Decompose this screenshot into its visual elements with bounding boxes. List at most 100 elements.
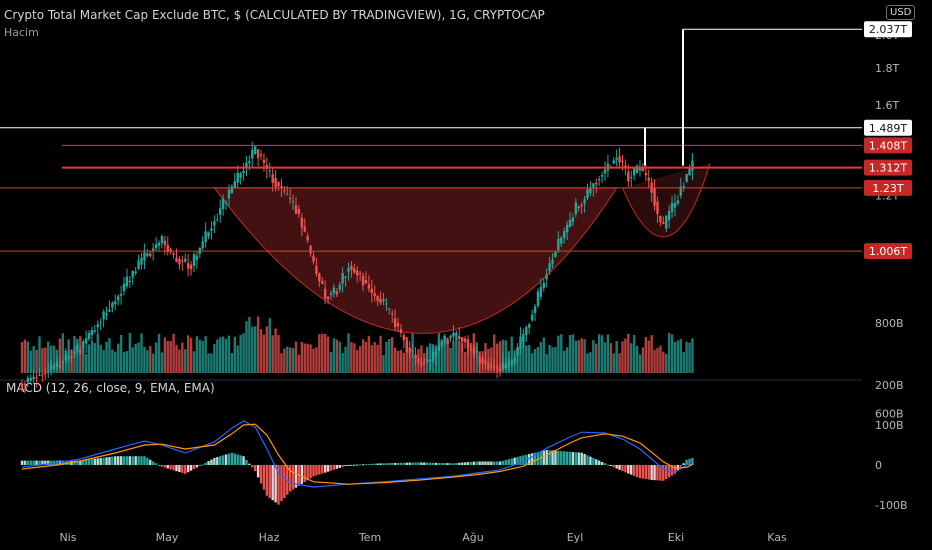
macd-histogram-bar — [606, 464, 610, 466]
volume-bar — [61, 333, 65, 373]
macd-histogram-bar — [306, 465, 309, 481]
volume-bar — [44, 347, 47, 373]
volume-bar — [635, 345, 639, 373]
candle — [242, 170, 245, 173]
volume-bar — [175, 344, 178, 373]
volume-bar — [154, 342, 158, 373]
volume-bar — [624, 338, 627, 373]
volume-bar — [519, 345, 522, 373]
candle — [507, 361, 511, 367]
candle — [29, 377, 32, 381]
candle — [443, 335, 446, 342]
volume-bar — [119, 334, 123, 373]
volume-bar — [667, 333, 671, 373]
macd-histogram-bar — [417, 462, 420, 465]
level-tag-label: 1.006T — [869, 245, 907, 258]
macd-histogram-bar — [172, 465, 175, 471]
volume-bar — [428, 343, 432, 373]
candle — [367, 284, 371, 289]
volume-bar — [618, 353, 621, 373]
macd-histogram-bar — [528, 454, 531, 465]
candle — [580, 204, 583, 206]
candle — [64, 354, 67, 361]
candle — [391, 313, 394, 315]
volume-bar — [20, 341, 24, 373]
volume-bar — [385, 341, 388, 373]
candle — [172, 253, 175, 255]
candle — [221, 198, 225, 210]
candle — [259, 154, 263, 156]
candle — [207, 232, 210, 237]
macd-histogram-bar — [131, 456, 134, 465]
macd-histogram-bar — [326, 465, 330, 472]
candle — [466, 339, 470, 348]
macd-histogram-bar — [280, 465, 283, 502]
volume-bar — [536, 346, 540, 373]
volume-bar — [116, 343, 120, 373]
macd-histogram-bar — [84, 459, 88, 465]
macd-histogram-bar — [635, 465, 639, 478]
volume-bar — [656, 348, 659, 373]
macd-histogram-bar — [102, 457, 105, 465]
macd-histogram-bar — [303, 465, 306, 483]
candle — [73, 351, 76, 355]
candle — [425, 358, 429, 362]
macd-histogram-bar — [393, 462, 397, 465]
candle — [356, 270, 359, 276]
macd-histogram-bar — [114, 456, 117, 465]
volume-bar — [396, 350, 400, 373]
volume-bar — [108, 338, 111, 373]
macd-histogram-bar — [469, 461, 473, 465]
volume-bar — [350, 342, 353, 373]
candle — [396, 323, 400, 327]
volume-bar — [291, 348, 295, 373]
candle — [627, 171, 630, 182]
volume-bar — [688, 342, 691, 373]
candle — [490, 365, 493, 368]
macd-histogram-bar — [460, 462, 464, 465]
candle — [501, 362, 505, 370]
macd-histogram-bar — [64, 460, 67, 465]
macd-histogram-bar — [329, 465, 333, 471]
volume-bar — [195, 336, 199, 373]
macd-histogram-bar — [20, 460, 24, 465]
volume-bar — [528, 344, 531, 373]
volume-bar — [632, 334, 636, 373]
volume-bar — [586, 353, 589, 373]
volume-bar — [186, 335, 190, 373]
candle — [347, 268, 350, 272]
candle — [306, 236, 309, 241]
macd-histogram-bar — [140, 456, 143, 465]
macd-histogram-bar — [612, 465, 615, 468]
macd-histogram-bar — [166, 465, 169, 469]
candle — [111, 302, 114, 308]
time-tick-label: Kas — [767, 531, 787, 544]
volume-bar — [615, 341, 618, 373]
volume-bar — [659, 345, 662, 373]
volume-bar — [306, 343, 309, 373]
volume-bar — [245, 321, 248, 373]
volume-bar — [38, 336, 41, 373]
volume-bar — [149, 346, 152, 373]
macd-histogram-bar — [315, 465, 318, 476]
candle — [682, 186, 685, 188]
volume-bar — [271, 335, 274, 373]
candle — [70, 356, 73, 358]
candle — [399, 329, 403, 334]
candle — [79, 349, 82, 354]
volume-bar — [347, 333, 350, 373]
macd-histogram-bar — [198, 465, 202, 466]
macd-histogram-bar — [201, 464, 204, 466]
candle — [562, 231, 566, 239]
volume-bar — [653, 349, 656, 373]
candle — [256, 149, 260, 159]
macd-histogram-bar — [586, 455, 589, 465]
volume-bar — [545, 354, 548, 373]
currency-button[interactable]: USD — [886, 5, 916, 20]
candle — [577, 206, 580, 209]
macd-histogram-bar — [551, 450, 554, 465]
candle — [583, 199, 586, 204]
candle — [478, 356, 481, 364]
candle — [201, 241, 204, 248]
